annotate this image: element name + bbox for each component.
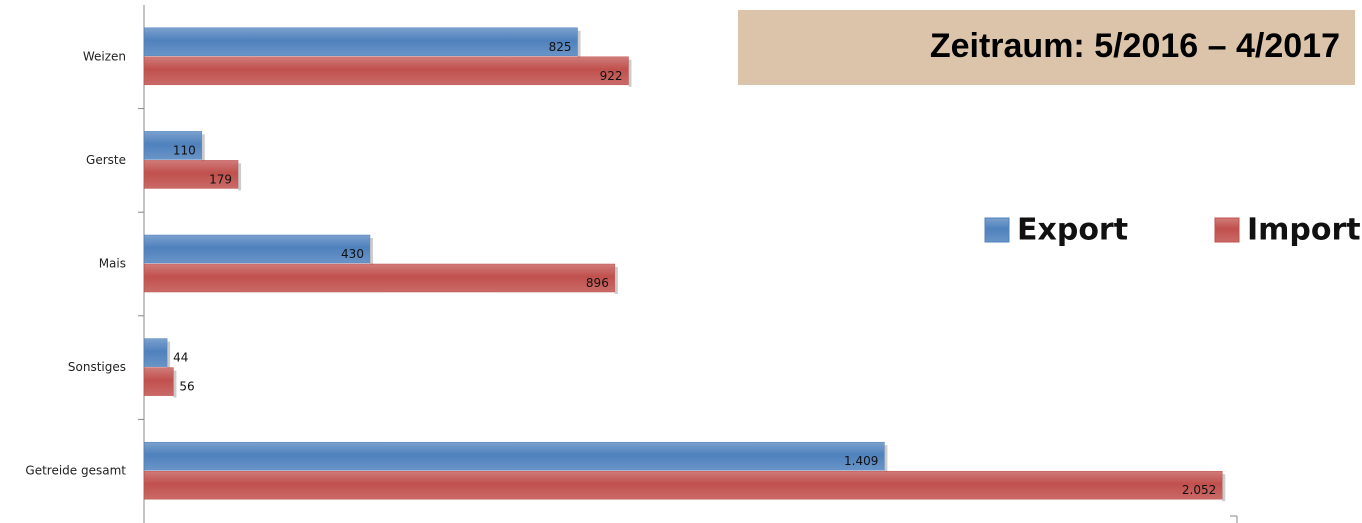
bar bbox=[143, 131, 203, 160]
data-label: 56 bbox=[179, 380, 194, 394]
legend-swatch bbox=[1214, 217, 1240, 243]
data-label: 1.409 bbox=[844, 454, 878, 468]
legend-swatch bbox=[984, 217, 1010, 243]
bar bbox=[143, 441, 885, 471]
bar bbox=[143, 160, 239, 189]
bar-shadow bbox=[167, 341, 171, 369]
y-tick-label: Weizen bbox=[83, 49, 126, 63]
data-label: 44 bbox=[173, 351, 188, 365]
bar bbox=[143, 27, 578, 57]
bar-shadow bbox=[238, 163, 242, 191]
data-label: 922 bbox=[600, 69, 623, 83]
bar bbox=[143, 234, 371, 264]
data-label: 110 bbox=[173, 143, 196, 157]
data-label: 2.052 bbox=[1182, 483, 1216, 497]
bar bbox=[143, 367, 174, 396]
bar-shadow bbox=[884, 445, 888, 473]
bar-shadow bbox=[173, 370, 177, 398]
y-tick-label: Gerste bbox=[86, 153, 126, 167]
bar-shadow bbox=[614, 267, 618, 294]
bar-shadow bbox=[628, 59, 632, 87]
bar-shadow bbox=[369, 238, 373, 265]
bar-shadow bbox=[201, 134, 205, 162]
legend-label: Import bbox=[1247, 213, 1361, 248]
data-label: 179 bbox=[209, 172, 232, 186]
data-label: 896 bbox=[586, 276, 609, 290]
bar bbox=[143, 56, 629, 86]
y-tick-label: Getreide gesamt bbox=[25, 464, 126, 478]
y-tick-label: Sonstiges bbox=[68, 360, 126, 374]
data-label: 430 bbox=[341, 247, 364, 261]
bar-shadow bbox=[1222, 474, 1226, 502]
annotation: Zeitraum: 5/2016 – 4/2017 bbox=[930, 27, 1340, 65]
bar-shadow bbox=[577, 30, 581, 58]
y-tick-label: Mais bbox=[99, 257, 126, 271]
bar bbox=[143, 338, 168, 367]
annotation-box bbox=[738, 10, 1355, 85]
bar bbox=[143, 263, 616, 293]
bar bbox=[143, 470, 1223, 500]
data-label: 825 bbox=[549, 40, 572, 54]
legend-label: Export bbox=[1017, 213, 1128, 248]
